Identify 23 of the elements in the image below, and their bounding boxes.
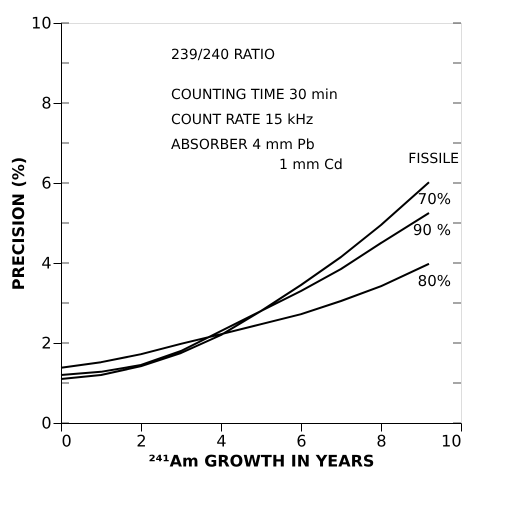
y-tick-label: 6 <box>41 174 52 192</box>
annotation: COUNT RATE 15 kHz <box>171 112 314 128</box>
legend-label: 90 % <box>412 221 451 239</box>
legend-label: 70% <box>418 190 451 208</box>
x-tick-label: 2 <box>136 432 147 450</box>
y-tick-label: 8 <box>41 94 52 112</box>
legend-label: 80% <box>418 272 451 290</box>
y-tick-label: 10 <box>31 14 52 32</box>
x-axis-title: ²⁴¹Am GROWTH IN YEARS <box>148 452 374 470</box>
annotation: ABSORBER 4 mm Pb <box>171 137 315 153</box>
annotation: COUNTING TIME 30 min <box>171 87 338 103</box>
x-tick-label: 6 <box>296 432 307 450</box>
x-tick-label: 8 <box>376 432 387 450</box>
y-axis-title: PRECISION (%) <box>9 156 28 290</box>
annotation: 239/240 RATIO <box>171 47 275 63</box>
annotation: FISSILE <box>408 151 459 167</box>
x-tick-label: 4 <box>216 432 227 450</box>
x-tick-label: 10 <box>441 432 462 450</box>
y-tick-label: 0 <box>41 414 52 432</box>
y-tick-label: 2 <box>41 334 52 352</box>
annotation: 1 mm Cd <box>279 157 343 173</box>
y-tick-label: 4 <box>41 254 52 272</box>
x-tick-label: 0 <box>62 432 72 450</box>
